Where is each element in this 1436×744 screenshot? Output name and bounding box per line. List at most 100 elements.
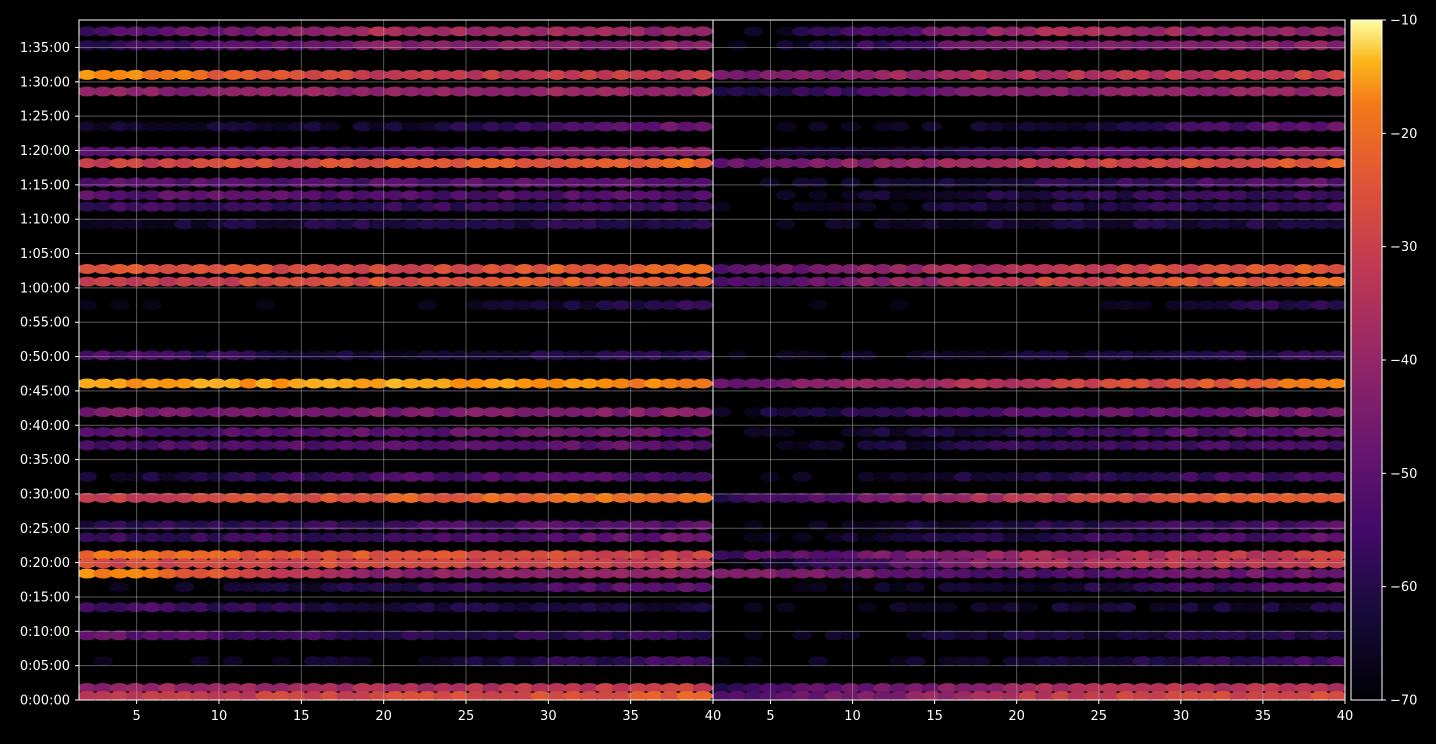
heat-cell bbox=[986, 158, 1007, 169]
heat-cell bbox=[1148, 350, 1169, 361]
heat-cell bbox=[595, 427, 616, 438]
heat-cell bbox=[222, 532, 243, 543]
heat-cell bbox=[792, 630, 813, 641]
colorbar-tick-label: −40 bbox=[1390, 354, 1417, 369]
y-tick-label: 1:35:00 bbox=[20, 41, 70, 56]
heat-cell bbox=[190, 492, 211, 503]
heat-cell bbox=[676, 300, 697, 311]
heat-cell bbox=[1213, 683, 1234, 693]
heat-cell bbox=[1278, 407, 1299, 418]
heat-cell bbox=[336, 440, 357, 451]
heat-cell bbox=[792, 471, 813, 482]
heat-cell bbox=[1229, 350, 1250, 361]
heat-cell bbox=[158, 26, 179, 37]
heat-cell bbox=[287, 146, 308, 157]
heat-cell bbox=[190, 471, 211, 482]
heat-cell bbox=[824, 378, 845, 389]
heat-cell bbox=[1164, 264, 1185, 274]
heat-cell bbox=[401, 602, 422, 613]
heat-cell bbox=[1294, 656, 1315, 667]
heat-cell bbox=[1116, 630, 1137, 641]
heat-cell bbox=[1164, 427, 1185, 438]
heat-cell bbox=[840, 201, 861, 212]
heat-cell bbox=[970, 26, 991, 37]
heat-cell bbox=[1051, 26, 1072, 37]
heat-cell bbox=[1132, 492, 1153, 503]
heat-cell bbox=[352, 558, 373, 569]
heat-cell bbox=[1245, 146, 1266, 157]
heat-cell bbox=[303, 550, 324, 561]
heat-cell bbox=[743, 520, 764, 531]
heat-cell bbox=[109, 158, 130, 169]
heat-cell bbox=[856, 350, 877, 361]
heat-cell bbox=[905, 407, 926, 418]
heat-cell bbox=[1099, 300, 1120, 311]
heat-cell bbox=[352, 582, 373, 593]
heat-cell bbox=[320, 656, 341, 667]
heat-cell bbox=[1018, 86, 1039, 97]
heat-cell bbox=[93, 86, 114, 97]
heat-cell bbox=[792, 492, 813, 503]
heat-cell bbox=[158, 201, 179, 212]
heat-cell bbox=[530, 558, 551, 569]
heat-cell bbox=[530, 492, 551, 503]
heat-cell bbox=[563, 492, 584, 503]
heat-cell bbox=[141, 630, 162, 641]
heat-cell bbox=[954, 582, 975, 593]
heat-cell bbox=[320, 558, 341, 569]
heat-cell bbox=[222, 407, 243, 418]
heat-cell bbox=[676, 190, 697, 201]
heat-cell bbox=[970, 471, 991, 482]
heat-cell bbox=[239, 69, 260, 80]
heat-cell bbox=[759, 407, 780, 418]
heat-cell bbox=[954, 683, 975, 693]
heat-cell bbox=[824, 201, 845, 212]
heat-cell bbox=[465, 532, 486, 543]
heat-cell bbox=[222, 427, 243, 438]
heat-cell bbox=[595, 300, 616, 311]
heat-cell bbox=[759, 158, 780, 169]
heat-cell bbox=[1002, 350, 1023, 361]
heat-cell bbox=[125, 427, 146, 438]
heat-cell bbox=[158, 407, 179, 418]
heat-cell bbox=[759, 683, 780, 693]
heat-cell bbox=[692, 276, 713, 287]
heat-cell bbox=[1164, 158, 1185, 169]
heat-cell bbox=[530, 300, 551, 311]
heat-cell bbox=[336, 683, 357, 693]
heat-cell bbox=[1229, 121, 1250, 132]
heat-cell bbox=[514, 201, 535, 212]
heat-cell bbox=[255, 492, 276, 503]
heat-cell bbox=[1261, 550, 1282, 561]
heat-cell bbox=[1099, 86, 1120, 97]
colorbar-tick-label: −70 bbox=[1390, 694, 1417, 709]
heat-cell bbox=[1099, 427, 1120, 438]
heat-cell bbox=[1294, 407, 1315, 418]
heat-cell bbox=[1116, 440, 1137, 451]
heat-cell bbox=[1164, 602, 1185, 613]
heat-cell bbox=[530, 630, 551, 641]
heat-cell bbox=[79, 146, 98, 157]
heat-cell bbox=[514, 26, 535, 37]
heat-cell bbox=[303, 630, 324, 641]
heat-cell bbox=[1099, 350, 1120, 361]
heat-cell bbox=[1164, 378, 1185, 389]
heat-cell bbox=[627, 190, 648, 201]
heat-cell bbox=[970, 158, 991, 169]
heat-cell bbox=[303, 407, 324, 418]
heat-cell bbox=[320, 158, 341, 169]
y-tick-label: 0:10:00 bbox=[20, 625, 70, 640]
heat-cell bbox=[1002, 550, 1023, 561]
heat-cell bbox=[676, 121, 697, 132]
heat-cell bbox=[514, 492, 535, 503]
heat-cell bbox=[449, 440, 470, 451]
heat-cell bbox=[1116, 26, 1137, 37]
heat-cell bbox=[1261, 219, 1282, 230]
heat-cell bbox=[775, 26, 796, 37]
heat-cell bbox=[921, 558, 942, 569]
heat-cell bbox=[692, 492, 713, 503]
heat-cell bbox=[1164, 219, 1185, 230]
heat-cell bbox=[1148, 201, 1169, 212]
heat-cell bbox=[627, 550, 648, 561]
heat-cell bbox=[824, 532, 845, 543]
